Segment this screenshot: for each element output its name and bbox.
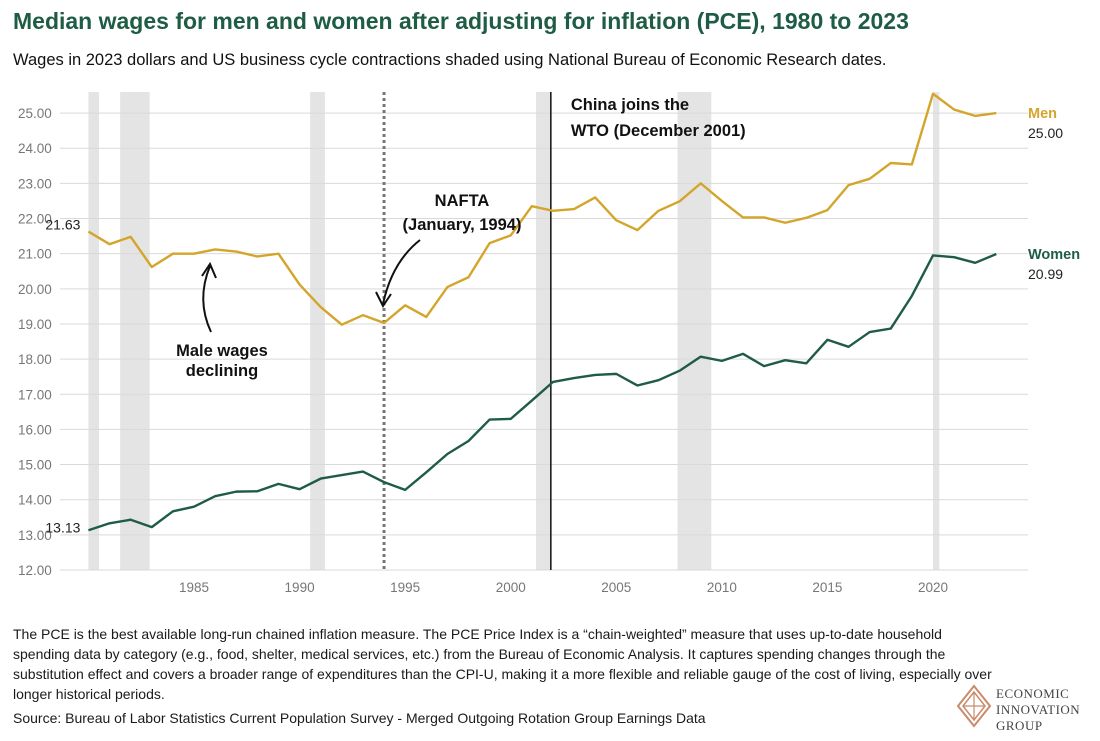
recession-band [677, 92, 712, 570]
men-end-value-label: 25.00 [1028, 125, 1063, 141]
eig-logo: ECONOMIC INNOVATION GROUP [956, 684, 1096, 736]
y-tick-label: 21.00 [18, 247, 52, 262]
x-tick-label: 1990 [285, 580, 315, 595]
x-tick-label: 2020 [918, 580, 948, 595]
wto-annotation-line-1: China joins the [571, 96, 689, 114]
y-tick-label: 19.00 [18, 317, 52, 332]
y-tick-label: 16.00 [18, 422, 52, 437]
nafta-arrow [382, 239, 421, 305]
x-tick-label: 2010 [707, 580, 737, 595]
recession-band [120, 92, 150, 570]
y-tick-label: 18.00 [18, 352, 52, 367]
methodology-note: The PCE is the best available long-run c… [13, 626, 992, 702]
x-tick-label: 1995 [390, 580, 420, 595]
y-tick-label: 15.00 [18, 458, 52, 473]
nafta-annotation-line-1: NAFTA [435, 192, 490, 210]
male-wages-arrow [202, 265, 212, 333]
logo-line-3: GROUP [996, 718, 1043, 733]
x-tick-label: 2015 [812, 580, 842, 595]
x-tick-label: 1985 [179, 580, 209, 595]
male-wages-arrowhead [201, 261, 217, 279]
recession-band [536, 92, 551, 570]
y-tick-label: 13.00 [18, 528, 52, 543]
nafta-arrowhead [375, 291, 392, 308]
y-tick-label: 24.00 [18, 141, 52, 156]
recession-band [932, 92, 940, 570]
y-tick-label: 23.00 [18, 176, 52, 191]
nafta-annotation-line-2: (January, 1994) [403, 216, 522, 234]
chart-subtitle: Wages in 2023 dollars and US business cy… [13, 51, 887, 69]
logo-line-2: INNOVATION [996, 702, 1081, 717]
wage-line-chart: 12.00 13.00 14.00 15.00 16.00 17.00 18.00 19.00… [18, 92, 1080, 595]
women-series-line [88, 252, 997, 532]
men-series-name-label: Men [1028, 106, 1057, 122]
male-wages-annotation-line-2: declining [186, 362, 258, 380]
women-end-value-label: 20.99 [1028, 266, 1063, 282]
y-tick-label: 12.00 [18, 563, 52, 578]
x-tick-label: 2000 [496, 580, 526, 595]
men-start-value-label: 21.63 [45, 217, 80, 233]
women-series-name-label: Women [1028, 247, 1080, 263]
chart-title: Median wages for men and women after adj… [13, 8, 909, 34]
women-start-value-label: 13.13 [45, 519, 80, 535]
y-tick-label: 17.00 [18, 387, 52, 402]
men-series-line [87, 92, 997, 326]
male-wages-annotation-line-1: Male wages [176, 342, 268, 360]
y-tick-label: 14.00 [18, 493, 52, 508]
recession-band [310, 92, 325, 570]
x-tick-label: 2005 [601, 580, 631, 595]
y-tick-label: 22.00 [18, 212, 52, 227]
wto-annotation-line-2: WTO (December 2001) [571, 122, 746, 140]
logo-line-1: ECONOMIC [996, 686, 1070, 701]
diamond-logo-icon [956, 684, 992, 728]
source-line: Source: Bureau of Labor Statistics Curre… [13, 710, 706, 726]
y-tick-label: 20.00 [18, 282, 52, 297]
recession-band [88, 92, 100, 570]
y-tick-label: 25.00 [18, 106, 52, 121]
